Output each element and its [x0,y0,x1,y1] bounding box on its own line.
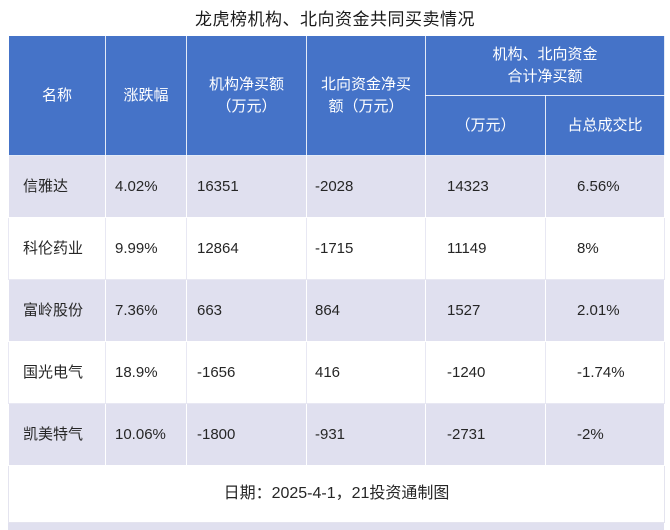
header-row-top: 名称 涨跌幅 机构净买额 （万元） 北向资金净买 额（万元） 机构、北向资金 合… [8,35,666,156]
page-title: 龙虎榜机构、北向资金共同买卖情况 [195,10,475,29]
column-header-northbound-net: 北向资金净买 额（万元） [306,35,426,156]
header-row-sub: （万元） 占总成交比 [9,95,666,156]
table-row: 凯美特气 10.06% -1800 -931 -2731 -2% [8,403,666,466]
cell-change-pct: 7.36% [105,279,187,342]
cell-turnover-pct: -1.74% [544,341,666,404]
cell-combined-net: 11149 [425,217,546,280]
cell-combined-net: 1527 [425,279,546,342]
cell-institution-net: -1656 [186,341,307,404]
source-note: 日期：2025-4-1，21投资通制图 [7,465,666,523]
cell-change-pct: 10.06% [105,403,187,466]
column-header-name: 名称 [8,35,106,156]
cell-turnover-pct: 6.56% [544,155,666,218]
column-group-header-combined-net: 机构、北向资金 合计净买额 [424,35,666,96]
cell-change-pct: 18.9% [105,341,187,404]
cell-turnover-pct: -2% [544,403,666,466]
cell-institution-net: -1800 [186,403,307,466]
cell-stock-name: 信雅达 [8,155,106,218]
column-header-change: 涨跌幅 [105,35,187,156]
cell-combined-net: -2731 [425,403,546,466]
cell-northbound-net: 864 [306,279,426,342]
table-row: 科伦药业 9.99% 12864 -1715 11149 8% [8,217,666,280]
cell-change-pct: 4.02% [105,155,187,218]
cell-institution-net: 12864 [186,217,307,280]
cell-combined-net: -1240 [425,341,546,404]
bottom-strip [8,523,664,530]
cell-stock-name: 富岭股份 [8,279,106,342]
cell-stock-name: 科伦药业 [8,217,106,280]
table-row: 富岭股份 7.36% 663 864 1527 2.01% [8,279,666,342]
cell-combined-net: 14323 [425,155,546,218]
column-header-combined-amount: （万元） [425,95,546,156]
column-header-turnover-ratio: 占总成交比 [544,95,666,156]
table-row: 国光电气 18.9% -1656 416 -1240 -1.74% [8,341,666,404]
cell-northbound-net: -931 [306,403,426,466]
cell-institution-net: 16351 [186,155,307,218]
stock-table: 名称 涨跌幅 机构净买额 （万元） 北向资金净买 额（万元） 机构、北向资金 合… [7,35,666,523]
table-row: 信雅达 4.02% 16351 -2028 14323 6.56% [8,155,666,218]
column-header-institution-net: 机构净买额 （万元） [186,35,307,156]
cell-northbound-net: 416 [306,341,426,404]
cell-institution-net: 663 [186,279,307,342]
cell-turnover-pct: 8% [544,217,666,280]
cell-stock-name: 国光电气 [8,341,106,404]
cell-northbound-net: -1715 [306,217,426,280]
cell-stock-name: 凯美特气 [8,403,106,466]
cell-change-pct: 9.99% [105,217,187,280]
footer-row: 日期：2025-4-1，21投资通制图 [7,465,666,523]
cell-turnover-pct: 2.01% [544,279,666,342]
cell-northbound-net: -2028 [306,155,426,218]
